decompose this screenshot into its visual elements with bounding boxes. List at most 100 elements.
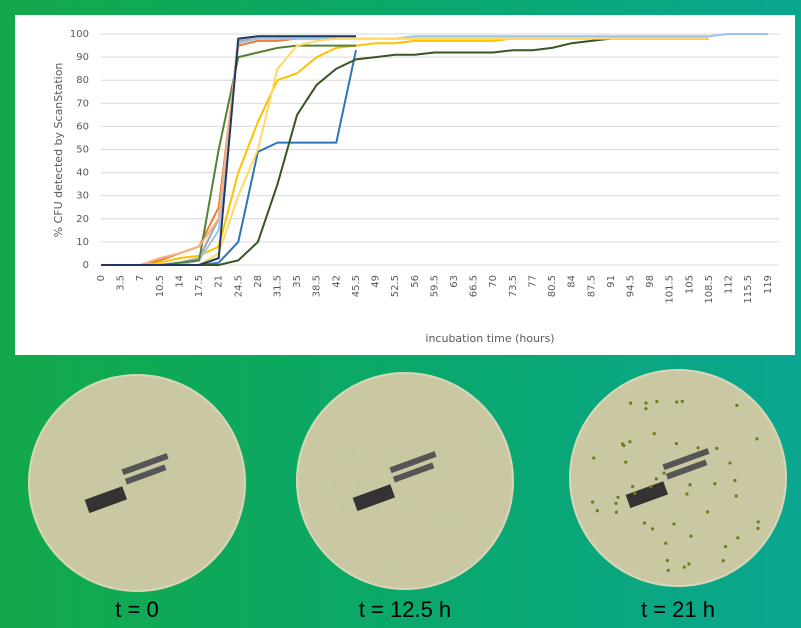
colony xyxy=(674,441,679,446)
colony xyxy=(680,399,684,403)
y-tick-label: 40 xyxy=(76,168,89,179)
colony xyxy=(736,536,740,540)
x-tick-label: 31.5 xyxy=(273,275,284,297)
colony xyxy=(629,401,633,405)
x-tick-label: 70 xyxy=(488,275,499,288)
colony xyxy=(624,460,628,464)
colony xyxy=(449,523,452,526)
x-tick-label: 80.5 xyxy=(547,275,558,297)
dish-photos xyxy=(28,369,787,592)
x-tick-label: 10.5 xyxy=(155,275,166,297)
colony xyxy=(755,437,759,441)
colony xyxy=(756,526,760,530)
x-tick-label: 56 xyxy=(410,275,421,288)
x-tick-label: 115.5 xyxy=(743,275,754,304)
petri-dish xyxy=(28,374,246,592)
colony xyxy=(735,403,739,407)
plot: 0 10 20 30 40 50 60 70 80 90 100 0 3.5 7 10.5 14 17.5 21 2… xyxy=(70,29,779,304)
colony xyxy=(332,484,335,487)
x-tick-label: 45.5 xyxy=(351,275,362,297)
colony xyxy=(616,495,620,499)
x-tick-label: 21 xyxy=(214,275,225,288)
colony xyxy=(614,510,619,514)
colony xyxy=(666,568,670,572)
colony xyxy=(649,485,653,489)
y-tick-label: 80 xyxy=(76,75,89,86)
chart-panel xyxy=(15,15,795,355)
y-tick-label: 90 xyxy=(76,52,89,63)
x-tick-label: 112 xyxy=(724,275,735,294)
x-tick-label: 63 xyxy=(449,275,460,288)
colony xyxy=(733,478,737,483)
colony xyxy=(633,491,637,495)
colony xyxy=(631,484,635,489)
colony xyxy=(443,468,446,471)
colony xyxy=(614,501,618,505)
colony xyxy=(340,503,343,506)
x-tick-label: 0 xyxy=(96,275,107,281)
barcode xyxy=(625,448,710,509)
y-tick-label: 70 xyxy=(76,98,89,109)
colony xyxy=(723,545,728,549)
barcode xyxy=(84,453,169,514)
colony xyxy=(696,446,700,450)
colony xyxy=(352,447,355,450)
y-tick-label: 20 xyxy=(76,214,89,225)
colony xyxy=(672,522,676,526)
x-tick-label: 28 xyxy=(253,275,264,288)
colony xyxy=(413,499,416,502)
x-tick-label: 66.5 xyxy=(469,275,480,297)
colony xyxy=(642,521,647,525)
colony xyxy=(715,446,719,450)
data-line xyxy=(101,33,768,266)
colony xyxy=(644,407,648,411)
x-tick-label: 91 xyxy=(606,275,617,288)
x-tick-label: 3.5 xyxy=(116,275,127,291)
x-tick-label: 77 xyxy=(527,275,538,288)
colony xyxy=(652,432,656,436)
colony xyxy=(687,562,691,566)
colony xyxy=(654,477,658,481)
colony xyxy=(721,559,725,563)
y-axis-title: % CFU detected by ScanStation xyxy=(52,63,65,238)
y-tick-label: 60 xyxy=(76,121,89,132)
x-tick-label: 14 xyxy=(174,275,185,288)
colony xyxy=(665,558,669,563)
colony xyxy=(628,440,632,444)
x-tick-label: 7 xyxy=(135,275,146,281)
colony xyxy=(685,492,689,496)
colony xyxy=(662,471,666,475)
x-tick-label: 98 xyxy=(645,275,656,288)
x-tick-label: 119 xyxy=(763,275,774,294)
y-tick-label: 100 xyxy=(70,29,89,40)
x-axis-title: incubation time (hours) xyxy=(425,332,554,345)
colony xyxy=(357,480,360,483)
colony xyxy=(644,401,648,405)
colony xyxy=(734,494,738,498)
colony xyxy=(651,527,655,531)
colony xyxy=(713,482,717,486)
caption: t = 12.5 h xyxy=(359,597,451,622)
x-tick-label: 84 xyxy=(567,275,578,288)
x-tick-label: 59.5 xyxy=(429,275,440,297)
y-tick-label: 50 xyxy=(76,145,89,156)
colony xyxy=(592,456,596,460)
x-tick-label: 49 xyxy=(371,275,382,288)
barcode xyxy=(352,451,437,512)
x-tick-label: 17.5 xyxy=(194,275,205,297)
colony xyxy=(655,399,659,404)
colony xyxy=(591,500,595,504)
caption: t = 0 xyxy=(115,597,158,622)
colony xyxy=(689,534,693,538)
colony xyxy=(756,520,760,524)
colony xyxy=(682,565,686,569)
x-tick-label: 35 xyxy=(292,275,303,288)
y-tick-label: 30 xyxy=(76,191,89,202)
x-tick-label: 42 xyxy=(331,275,342,288)
x-tick-label: 52.5 xyxy=(390,275,401,297)
colony xyxy=(389,458,392,461)
colony xyxy=(688,483,692,487)
petri-dish xyxy=(296,372,514,590)
